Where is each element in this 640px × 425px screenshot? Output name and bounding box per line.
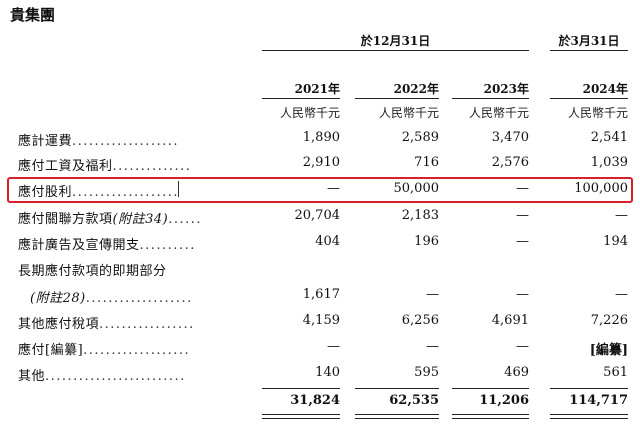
total-2021: 31,824 bbox=[290, 393, 340, 408]
unit-label: 人民幣千元 bbox=[378, 106, 439, 120]
highlight-box bbox=[7, 177, 633, 203]
cell-2021: 1,890 bbox=[302, 130, 340, 145]
cell-2024: 100,000 bbox=[574, 181, 628, 196]
total-double-line bbox=[452, 414, 529, 419]
cell-2022: 50,000 bbox=[393, 181, 440, 196]
period-header-dec31: 於12月31日 bbox=[360, 34, 431, 48]
year-underline-2022 bbox=[355, 98, 439, 99]
subtotal-line bbox=[452, 388, 529, 389]
table-row: 應付[編纂]................... — — — [編纂] bbox=[0, 338, 640, 360]
year-header-2021: 2021年 bbox=[294, 82, 340, 96]
cell-2024: 1,039 bbox=[590, 155, 628, 170]
table-row: 其他應付稅項................. 4,159 6,256 4,69… bbox=[0, 312, 640, 334]
cell-2023: — bbox=[516, 234, 529, 249]
row-label: 應計運費................... bbox=[18, 134, 180, 149]
total-2023: 11,206 bbox=[479, 393, 529, 408]
row-label: 應付股利................... bbox=[18, 185, 180, 200]
row-label: 應付工資及福利.............. bbox=[18, 159, 192, 174]
year-underline-2024 bbox=[550, 98, 628, 99]
cell-2023: — bbox=[516, 287, 529, 302]
year-underline-2021 bbox=[262, 98, 340, 99]
cell-2021: 1,617 bbox=[302, 287, 340, 302]
year-header-2024: 2024年 bbox=[582, 82, 628, 96]
row-label: (附註28)................... bbox=[30, 291, 193, 306]
cell-2024: — bbox=[615, 208, 628, 223]
cell-2024: 194 bbox=[603, 234, 628, 249]
total-2022: 62,535 bbox=[389, 393, 439, 408]
cell-2022: — bbox=[426, 287, 439, 302]
table-row: 應計廣告及宣傳開支.......... 404 196 — 194 bbox=[0, 233, 640, 255]
cell-2023: 4,691 bbox=[491, 313, 529, 328]
year-header-2022: 2022年 bbox=[393, 82, 439, 96]
table-row: (附註28)................... 1,617 — — — bbox=[0, 286, 640, 308]
cell-2022: 6,256 bbox=[401, 313, 439, 328]
table-row: 應計運費................... 1,890 2,589 3,47… bbox=[0, 129, 640, 151]
cell-2021: 4,159 bbox=[302, 313, 340, 328]
total-2024: 114,717 bbox=[569, 393, 628, 408]
cell-2021: 140 bbox=[315, 365, 340, 380]
cell-2024: 7,226 bbox=[590, 313, 628, 328]
unit-label: 人民幣千元 bbox=[468, 106, 529, 120]
year-underline-2023 bbox=[452, 98, 529, 99]
table-row-dividends-payable: 應付股利................... — 50,000 — 100,0… bbox=[0, 180, 640, 202]
total-double-line bbox=[355, 414, 439, 419]
cell-2023: — bbox=[516, 208, 529, 223]
cell-2022: 2,589 bbox=[401, 130, 439, 145]
cell-2022: 716 bbox=[414, 155, 439, 170]
row-label: 應付[編纂]................... bbox=[18, 343, 191, 358]
cell-2021: — bbox=[327, 339, 340, 354]
subtotal-line bbox=[262, 388, 340, 389]
unit-label: 人民幣千元 bbox=[567, 106, 628, 120]
row-label: 長期應付款項的即期部分 bbox=[18, 264, 167, 279]
cell-2023: — bbox=[516, 181, 529, 196]
total-double-line bbox=[262, 414, 340, 419]
period-underline-dec31 bbox=[262, 50, 529, 51]
cell-2022: 595 bbox=[414, 365, 439, 380]
table-row-total: 31,824 62,535 11,206 114,717 bbox=[0, 392, 640, 414]
cell-2023: 469 bbox=[504, 365, 529, 380]
period-underline-mar31 bbox=[550, 50, 628, 51]
cell-2024: — bbox=[615, 287, 628, 302]
cell-2021: — bbox=[327, 181, 340, 196]
table-row: 長期應付款項的即期部分 bbox=[0, 259, 640, 281]
cell-2022: — bbox=[426, 339, 439, 354]
company-title: 貴集團 bbox=[10, 6, 56, 24]
row-label: 其他......................... bbox=[18, 369, 186, 384]
subtotal-line bbox=[550, 388, 628, 389]
table-row: 應付關聯方款項(附註34)...... 20,704 2,183 — — bbox=[0, 207, 640, 229]
table-row: 其他......................... 140 595 469 … bbox=[0, 364, 640, 386]
cell-2023: 3,470 bbox=[491, 130, 529, 145]
cell-2021: 404 bbox=[315, 234, 340, 249]
cell-2023: 2,576 bbox=[491, 155, 529, 170]
cell-2021: 20,704 bbox=[294, 208, 341, 223]
cell-2024: [編纂] bbox=[589, 343, 628, 358]
period-header-mar31: 於3月31日 bbox=[558, 34, 620, 48]
cell-2024: 2,541 bbox=[590, 130, 628, 145]
subtotal-line bbox=[355, 388, 439, 389]
unit-label: 人民幣千元 bbox=[279, 106, 340, 120]
cell-2022: 196 bbox=[414, 234, 439, 249]
text-cursor bbox=[178, 181, 179, 197]
total-double-line bbox=[550, 414, 628, 419]
row-label: 其他應付稅項................. bbox=[18, 317, 195, 332]
table-row: 應付工資及福利.............. 2,910 716 2,576 1,… bbox=[0, 154, 640, 176]
year-header-2023: 2023年 bbox=[483, 82, 529, 96]
cell-2021: 2,910 bbox=[302, 155, 340, 170]
row-label: 應計廣告及宣傳開支.......... bbox=[18, 238, 196, 253]
row-label: 應付關聯方款項(附註34)...... bbox=[18, 212, 202, 227]
cell-2023: — bbox=[516, 339, 529, 354]
cell-2022: 2,183 bbox=[401, 208, 439, 223]
cell-2024: 561 bbox=[603, 365, 628, 380]
